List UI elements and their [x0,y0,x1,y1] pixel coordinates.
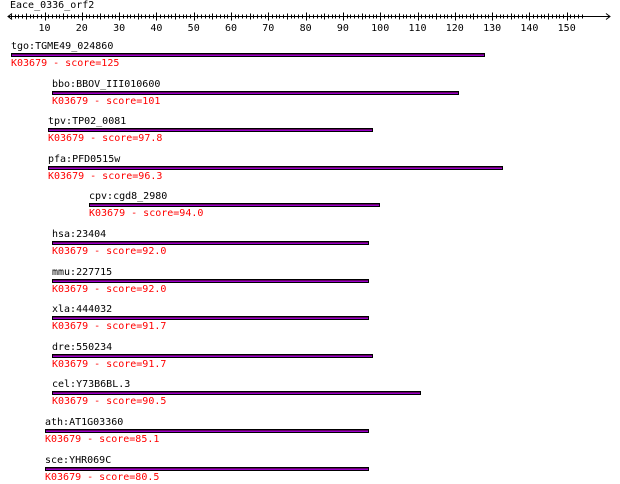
hit-alignment-bar[interactable] [45,429,369,433]
hit-alignment-bar[interactable] [52,90,459,95]
hit-name-link[interactable]: dre:550234 [52,341,113,353]
ruler-right-arrow [605,13,611,20]
hit-score-link[interactable]: K03679 - score=101 [52,95,161,107]
ruler-tick-label: 120 [446,23,464,34]
hit-score-link[interactable]: K03679 - score=92.0 [52,283,167,295]
hit-name-link[interactable]: ath:AT1G03360 [45,417,124,428]
ruler-tick-label: 20 [76,23,88,34]
hit-score-link[interactable]: K03679 - score=80.5 [45,471,160,483]
hit-alignment-bar[interactable] [48,165,503,170]
ruler-tick-label: 70 [262,23,274,34]
query-title: Eace_0336_orf2 [10,0,95,11]
ruler-tick-label: 90 [337,23,349,34]
hit-alignment-bar[interactable] [52,316,369,321]
hit-score-link[interactable]: K03679 - score=96.3 [48,170,163,182]
hit-score-link[interactable]: K03679 - score=91.7 [52,321,167,333]
hit-score-link[interactable]: K03679 - score=97.8 [48,133,163,145]
ruler-tick-label: 150 [558,23,576,34]
hit-name-link[interactable]: sce:YHR069C [45,454,112,466]
hit-name-link[interactable]: cel:Y73B6BL.3 [52,379,131,391]
hit-alignment-bar[interactable] [89,203,380,208]
hit-score-link[interactable]: K03679 - score=92.0 [52,246,167,257]
ruler-tick-label: 130 [483,23,501,34]
hit-alignment-bar[interactable] [52,391,421,396]
hit-name-link[interactable]: tpv:TP02_0081 [48,116,127,128]
ruler-tick-label: 10 [38,23,50,34]
ruler-left-arrow [7,13,13,20]
hit-score-link[interactable]: K03679 - score=85.1 [45,434,160,445]
hit-name-link[interactable]: cpv:cgd8_2980 [89,191,168,203]
ruler-tick-label: 30 [113,23,125,34]
hit-alignment-bar[interactable] [52,241,369,245]
hit-name-link[interactable]: hsa:23404 [52,229,107,240]
hit-alignment-bar[interactable] [45,466,369,471]
ruler-tick-label: 60 [225,23,237,34]
hit-score-link[interactable]: K03679 - score=125 [11,58,120,69]
ruler-tick-label: 100 [371,23,389,34]
ruler-tick-label: 110 [408,23,426,34]
hit-name-link[interactable]: tgo:TGME49_024860 [11,41,114,52]
ruler-tick-label: 40 [150,23,162,34]
ruler-tick-label: 80 [300,23,312,34]
hit-alignment-bar[interactable] [52,278,369,283]
position-ruler: 10 20 30 40 50 60 70 80 90 100 110 120 130 140 150 [7,12,611,34]
hit-alignment-bar[interactable] [52,353,373,358]
hit-name-link[interactable]: bbo:BBOV_III010600 [52,78,161,90]
ruler-tick-label: 140 [520,23,538,34]
hit-name-link[interactable]: mmu:227715 [52,266,113,278]
hit-score-link[interactable]: K03679 - score=91.7 [52,358,167,370]
hit-name-link[interactable]: pfa:PFD0515w [48,153,121,165]
hit-alignment-bar[interactable] [48,128,373,133]
ruler-tick-label: 50 [188,23,200,34]
hit-name-link[interactable]: xla:444032 [52,304,113,316]
hit-score-link[interactable]: K03679 - score=90.5 [52,396,167,408]
hit-alignment-bar[interactable] [11,53,485,57]
hit-score-link[interactable]: K03679 - score=94.0 [89,208,204,220]
